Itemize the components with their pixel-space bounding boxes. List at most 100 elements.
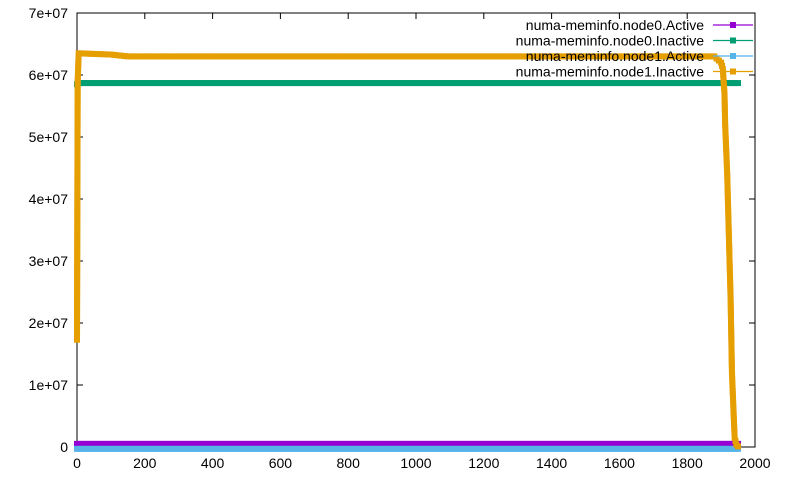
data-point <box>533 53 540 60</box>
data-point <box>126 80 133 87</box>
data-point <box>175 80 182 87</box>
series-2 <box>74 445 742 452</box>
data-point <box>419 53 426 60</box>
data-point <box>701 445 708 452</box>
data-point <box>488 440 495 447</box>
data-point <box>137 445 144 452</box>
data-point <box>533 440 540 447</box>
data-point <box>379 80 386 87</box>
data-point <box>564 53 571 60</box>
data-point <box>523 53 530 60</box>
data-point <box>721 84 728 91</box>
data-point <box>509 80 516 87</box>
data-point <box>446 445 453 452</box>
data-point <box>178 80 185 87</box>
data-point <box>253 80 260 87</box>
data-point <box>230 445 237 452</box>
data-point <box>341 440 348 447</box>
data-point <box>259 80 266 87</box>
data-point <box>74 324 81 331</box>
data-point <box>677 80 684 87</box>
data-point <box>708 53 715 60</box>
data-point <box>680 445 687 452</box>
data-point <box>647 80 654 87</box>
data-point <box>629 80 636 87</box>
data-point <box>428 53 435 60</box>
data-point <box>74 153 81 160</box>
data-point <box>197 53 204 60</box>
data-point <box>363 53 370 60</box>
data-point <box>515 80 522 87</box>
data-point <box>422 445 429 452</box>
data-point <box>156 80 163 87</box>
data-point <box>611 440 618 447</box>
data-point <box>323 440 330 447</box>
data-point <box>138 80 145 87</box>
data-point <box>724 180 731 187</box>
data-point <box>735 443 742 450</box>
data-point <box>74 318 81 325</box>
data-point <box>173 445 180 452</box>
data-point <box>325 80 332 87</box>
data-point <box>631 53 638 60</box>
y-tick-label: 3e+07 <box>29 253 69 269</box>
data-point <box>123 80 130 87</box>
data-point <box>623 440 630 447</box>
data-point <box>113 445 120 452</box>
data-point <box>248 440 255 447</box>
data-point <box>518 440 525 447</box>
data-point <box>74 279 81 286</box>
data-point <box>474 53 481 60</box>
data-point <box>237 53 244 60</box>
data-point <box>277 53 284 60</box>
data-point <box>191 445 198 452</box>
data-point <box>677 445 684 452</box>
data-point <box>496 53 503 60</box>
data-point <box>149 445 156 452</box>
y-tick-label: 1e+07 <box>29 377 69 393</box>
data-point <box>692 445 699 452</box>
data-point <box>560 53 567 60</box>
series-line <box>76 52 739 447</box>
data-point <box>726 248 733 255</box>
data-point <box>721 93 728 100</box>
data-point <box>295 80 302 87</box>
data-point <box>607 53 614 60</box>
data-point <box>391 80 398 87</box>
data-point <box>382 80 389 87</box>
data-point <box>360 53 367 60</box>
data-point <box>74 270 81 277</box>
data-point <box>89 440 96 447</box>
data-point <box>671 440 678 447</box>
data-point <box>238 80 245 87</box>
data-point <box>96 80 103 87</box>
data-point <box>494 80 501 87</box>
data-point <box>488 445 495 452</box>
x-tick-label: 0 <box>73 455 81 471</box>
data-point <box>728 320 735 326</box>
data-point <box>161 445 168 452</box>
data-point <box>520 53 527 60</box>
data-point <box>491 445 498 452</box>
data-point <box>477 53 484 60</box>
data-point <box>206 53 213 60</box>
data-point <box>75 62 82 69</box>
x-tick-label: 1600 <box>604 455 635 471</box>
data-point <box>290 440 297 447</box>
series-3 <box>74 50 742 450</box>
data-point <box>453 53 460 60</box>
data-point <box>74 255 81 262</box>
data-point <box>668 53 675 60</box>
data-point <box>638 440 645 447</box>
data-point <box>125 445 132 452</box>
data-point <box>74 162 81 169</box>
data-point <box>433 80 440 87</box>
data-point <box>485 445 492 452</box>
data-point <box>144 80 151 87</box>
data-point <box>588 53 595 60</box>
data-point <box>637 53 644 60</box>
data-point <box>575 80 582 87</box>
data-point <box>650 80 657 87</box>
data-point <box>137 53 144 60</box>
data-point <box>425 440 432 447</box>
